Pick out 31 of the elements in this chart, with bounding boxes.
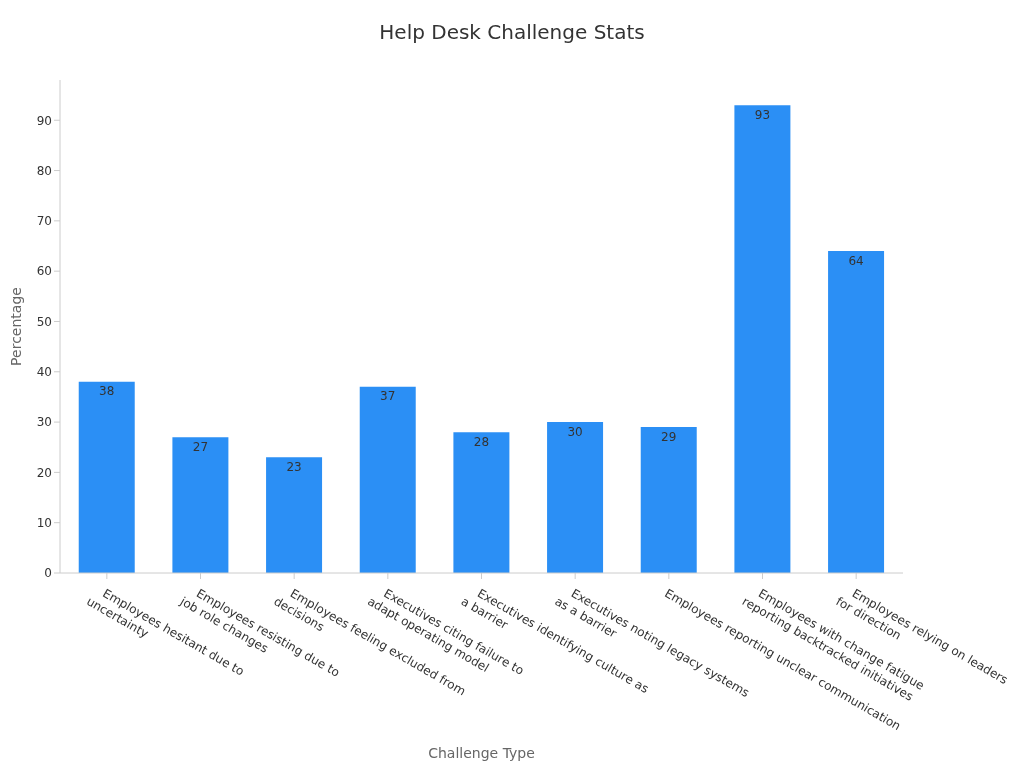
y-axis-title: Percentage: [7, 287, 24, 366]
data-label: 29: [661, 429, 677, 444]
bar: [640, 427, 697, 573]
bar: [266, 457, 323, 573]
y-tick-label: 80: [36, 163, 52, 178]
data-label: 38: [99, 384, 115, 399]
bar: [359, 386, 416, 573]
data-label: 27: [192, 439, 209, 454]
y-tick-label: 0: [44, 566, 52, 581]
chart-title: Help Desk Challenge Stats: [378, 20, 646, 44]
bar: [453, 432, 510, 573]
y-tick-label: 20: [36, 465, 52, 480]
data-label: 37: [380, 389, 396, 404]
data-label: 64: [848, 253, 864, 268]
bar: [547, 422, 604, 573]
y-tick-label: 40: [36, 365, 52, 380]
data-label: 93: [754, 107, 771, 122]
bar: [172, 437, 229, 573]
y-tick-label: 10: [36, 515, 52, 530]
y-tick-label: 70: [36, 214, 52, 229]
data-label: 28: [473, 434, 490, 449]
bar: [78, 381, 135, 573]
data-label: 23: [286, 459, 302, 474]
data-label: 30: [567, 424, 583, 439]
y-tick-label: 90: [36, 113, 52, 128]
x-axis-title: Challenge Type: [428, 745, 535, 761]
bar: [828, 251, 885, 573]
bar: [734, 105, 791, 573]
y-tick-label: 60: [36, 264, 52, 279]
y-tick-label: 50: [36, 314, 52, 329]
y-tick-label: 30: [36, 415, 52, 430]
